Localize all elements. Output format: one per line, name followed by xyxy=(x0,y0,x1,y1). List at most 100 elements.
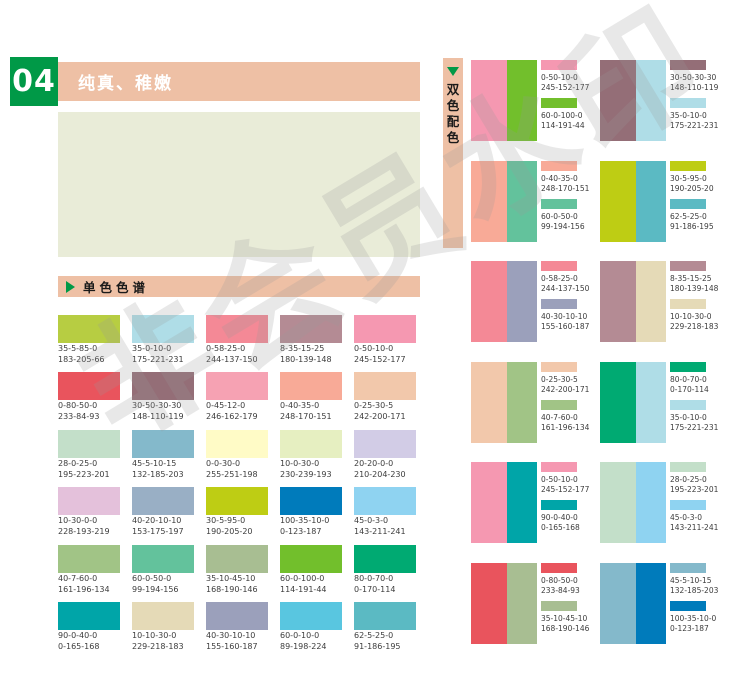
color-swatch xyxy=(354,315,416,343)
cmyk-value: 0-45-12-0 xyxy=(206,401,246,411)
chip-a xyxy=(541,462,577,473)
mono-swatch-cell: 28-0-25-0 195-223-201 xyxy=(58,429,132,487)
rgb-value: 168-190-146 xyxy=(206,584,258,594)
mono-swatch-cell: 10-30-0-0 228-193-219 xyxy=(58,487,132,544)
cmyk-value: 0-50-10-0 xyxy=(541,475,578,485)
chip-b xyxy=(670,198,706,209)
cmyk-value: 35-0-10-0 xyxy=(132,344,172,353)
pair-labels: 0-58-25-0 244-137-150 40-30-10-10 155-160-1… xyxy=(541,261,599,332)
cmyk-value: 62-5-25-0 xyxy=(354,630,394,640)
color-swatch xyxy=(132,601,194,630)
mono-swatch-cell: 90-0-40-0 0-165-168 xyxy=(58,601,132,659)
pair-swatch-a xyxy=(471,462,507,544)
mono-swatch-cell: 0-50-10-0 245-152-177 xyxy=(354,315,428,372)
rgb-value: 229-218-183 xyxy=(132,641,184,651)
rgb-value: 245-152-177 xyxy=(541,83,590,92)
pair-swatch-a xyxy=(471,261,507,343)
cmyk-value: 40-20-10-10 xyxy=(132,516,182,526)
cmyk-value: 80-0-70-0 xyxy=(670,374,707,384)
duo-pair: 0-50-10-0 245-152-177 60-0-100-0 114-191-44 xyxy=(471,60,600,161)
mono-swatch-cell: 80-0-70-0 0-170-114 xyxy=(354,544,428,602)
rgb-value: 0-123-187 xyxy=(280,527,322,537)
rgb-value: 114-191-44 xyxy=(541,121,585,130)
pair-swatch-b xyxy=(507,562,537,644)
cmyk-value: 40-7-60-0 xyxy=(541,412,578,422)
color-swatch xyxy=(206,315,268,343)
rgb-value: 248-170-151 xyxy=(541,183,590,193)
pair-labels: 0-25-30-5 242-200-171 40-7-60-0 161-196-134 xyxy=(541,361,599,433)
color-swatch xyxy=(354,544,416,573)
cmyk-value: 40-7-60-0 xyxy=(58,573,98,583)
pair-swatch-b xyxy=(507,60,537,141)
rgb-value: 175-221-231 xyxy=(670,422,719,432)
cmyk-value: 30-5-95-0 xyxy=(206,516,246,526)
rgb-value: 190-205-20 xyxy=(206,527,253,537)
pair-swatch-b xyxy=(636,261,666,343)
rgb-value: 180-139-148 xyxy=(670,284,719,294)
pair-swatch-b xyxy=(636,60,666,141)
color-swatch xyxy=(58,487,120,516)
color-swatch xyxy=(132,315,194,343)
chip-b xyxy=(670,500,706,511)
mono-swatch-cell: 40-7-60-0 161-196-134 xyxy=(58,544,132,602)
cmyk-value: 40-30-10-10 xyxy=(541,312,588,322)
pair-swatch-b xyxy=(507,361,537,443)
chip-b xyxy=(670,98,706,108)
duo-pairs-grid: 0-50-10-0 245-152-177 60-0-100-0 114-191-44… xyxy=(471,60,729,664)
chip-a xyxy=(541,261,577,272)
rgb-value: 0-165-168 xyxy=(541,523,580,533)
rgb-value: 161-196-134 xyxy=(541,422,590,432)
pair-labels: 45-5-10-15 132-185-203 100-35-10-0 0-123-18… xyxy=(670,562,728,634)
rgb-value: 244-137-150 xyxy=(206,355,258,364)
mono-swatch-cell: 45-5-10-15 132-185-203 xyxy=(132,429,206,487)
cmyk-value: 30-50-30-30 xyxy=(670,73,717,82)
cmyk-value: 20-20-0-0 xyxy=(354,458,394,468)
cmyk-value: 30-5-95-0 xyxy=(670,173,707,183)
cmyk-value: 60-0-100-0 xyxy=(541,111,583,120)
rgb-value: 180-139-148 xyxy=(280,355,332,364)
color-swatch xyxy=(58,372,120,401)
cmyk-value: 45-5-10-15 xyxy=(132,458,177,468)
mono-swatch-cell: 0-80-50-0 233-84-93 xyxy=(58,372,132,429)
cmyk-value: 10-10-30-0 xyxy=(670,312,712,322)
rgb-value: 132-185-203 xyxy=(670,585,719,595)
mono-swatch-cell: 0-45-12-0 246-162-179 xyxy=(206,372,280,429)
rgb-value: 99-194-156 xyxy=(541,221,585,231)
pair-swatch-a xyxy=(600,361,636,443)
chip-b xyxy=(670,299,706,310)
cmyk-value: 0-58-25-0 xyxy=(541,274,578,284)
duo-pair: 80-0-70-0 0-170-114 35-0-10-0 175-221-231 xyxy=(600,361,729,463)
pair-swatch-a xyxy=(471,562,507,644)
pair-swatch-a xyxy=(600,60,636,141)
color-swatch xyxy=(280,315,342,343)
rgb-value: 246-162-179 xyxy=(206,412,258,422)
rgb-value: 91-186-195 xyxy=(354,641,401,651)
pair-swatch-b xyxy=(636,160,666,242)
rgb-value: 245-152-177 xyxy=(541,485,590,495)
pair-labels: 0-50-10-0 245-152-177 90-0-40-0 0-165-168 xyxy=(541,462,599,533)
mono-swatch-cell: 45-0-3-0 143-211-241 xyxy=(354,487,428,544)
page-title: 纯真、稚嫩 xyxy=(78,74,173,94)
cmyk-value: 100-35-10-0 xyxy=(280,516,330,526)
color-swatch xyxy=(280,487,342,516)
duo-pair: 0-80-50-0 233-84-93 35-10-45-10 168-190-146 xyxy=(471,562,600,664)
pair-swatch-a xyxy=(600,562,636,644)
cmyk-value: 62-5-25-0 xyxy=(670,211,707,221)
chip-a xyxy=(670,160,706,171)
cmyk-value: 60-0-50-0 xyxy=(132,573,172,583)
pair-swatch-b xyxy=(507,261,537,343)
mono-swatch-cell: 60-0-10-0 89-198-224 xyxy=(280,601,354,659)
pair-swatch-b xyxy=(636,562,666,644)
triangle-down-icon xyxy=(447,67,459,76)
mono-swatch-cell: 30-50-30-30 148-110-119 xyxy=(132,372,206,429)
chip-a xyxy=(541,160,577,171)
chip-b xyxy=(541,500,577,511)
cmyk-value: 0-58-25-0 xyxy=(206,344,246,353)
mono-swatch-cell: 62-5-25-0 91-186-195 xyxy=(354,601,428,659)
cmyk-value: 45-0-3-0 xyxy=(354,516,389,526)
cmyk-value: 8-35-15-25 xyxy=(280,344,325,353)
rgb-value: 0-170-114 xyxy=(354,584,396,594)
mono-swatch-cell: 0-40-35-0 248-170-151 xyxy=(280,372,354,429)
rgb-value: 175-221-231 xyxy=(670,121,719,130)
duo-pair: 45-5-10-15 132-185-203 100-35-10-0 0-123-18… xyxy=(600,562,729,664)
